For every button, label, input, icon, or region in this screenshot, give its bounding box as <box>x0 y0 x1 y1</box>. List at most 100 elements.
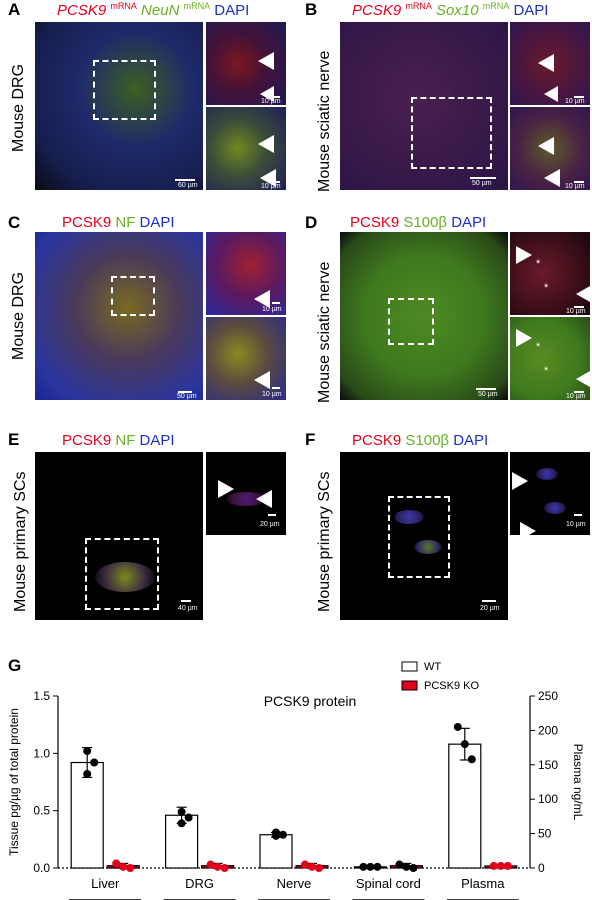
zoom-region-box <box>93 60 156 120</box>
scale-bar-label: 20 µm <box>260 521 280 528</box>
asterisk-marker: * <box>536 258 541 270</box>
data-point <box>453 722 462 731</box>
data-point <box>366 862 375 871</box>
scale-bar-label: 10 µm <box>565 183 585 190</box>
bar <box>448 743 482 869</box>
y-tick-label-right: 50 <box>538 827 552 841</box>
scale-bar <box>178 391 192 393</box>
panel-label-f: F <box>305 430 316 449</box>
scale-bar-label: 10 µm <box>566 308 586 315</box>
micrograph-e-inset: 20 µm <box>206 452 286 535</box>
scale-bar-label: 60 µm <box>178 182 198 189</box>
panel-d-tissue-label: Mouse sciatic nerve <box>316 261 333 403</box>
scale-bar-label: 10 µm <box>566 393 586 400</box>
micrograph-b-inset-2: 10 µm <box>510 107 590 190</box>
neun-probe-label: NeuN <box>141 2 180 19</box>
y-tick-label-left: 0.0 <box>33 861 50 875</box>
data-point <box>467 755 476 764</box>
y-tick-label-left: 0.5 <box>33 804 50 818</box>
pcsk9-probe-label: PCSK9 <box>352 2 402 19</box>
data-point <box>83 747 92 756</box>
y-tick-label-right: 100 <box>538 792 558 806</box>
panel-e-title: PCSK9 NF DAPI <box>62 432 175 449</box>
sox10-probe-label: Sox10 <box>436 2 479 19</box>
legend-swatch <box>401 680 418 691</box>
x-tick-label: Liver <box>91 876 120 891</box>
arrowhead-icon <box>576 371 590 387</box>
micrograph-b-main: 50 µm <box>340 22 508 190</box>
zoom-region-box <box>111 276 155 316</box>
zoom-region-box <box>85 538 159 610</box>
arrowhead-icon <box>520 522 536 535</box>
nf-stain-label: NF <box>115 214 136 231</box>
scale-bar-label: 50 µm <box>478 391 498 398</box>
scale-bar <box>272 387 280 389</box>
micrograph-d-main: 50 µm <box>340 232 508 400</box>
scale-bar-label: 10 µm <box>262 306 282 313</box>
scale-bar <box>272 302 280 304</box>
data-point <box>119 862 128 871</box>
data-point <box>395 860 404 869</box>
scale-bar <box>270 96 280 98</box>
nf-stain-label: NF <box>115 432 136 449</box>
dapi-label: DAPI <box>451 214 487 231</box>
asterisk-marker: * <box>544 282 549 294</box>
data-point <box>373 862 382 871</box>
arrowhead-icon <box>260 86 274 102</box>
scale-bar-label: 40 µm <box>178 605 198 612</box>
data-point <box>460 740 469 749</box>
panel-e-tissue-label: Mouse primary SCs <box>12 471 29 612</box>
mrna-superscript: mRNA <box>183 1 211 11</box>
scale-bar-label: 10 µm <box>261 183 281 190</box>
dapi-label: DAPI <box>139 432 175 449</box>
cell-body <box>394 510 424 524</box>
panel-label-e: E <box>8 430 20 449</box>
scale-bar <box>270 181 280 183</box>
scale-bar <box>476 388 496 390</box>
y-tick-label-right: 250 <box>538 689 558 703</box>
legend-label: WT <box>424 661 441 673</box>
arrowhead-icon <box>254 290 270 308</box>
dapi-label: DAPI <box>214 2 250 19</box>
data-point <box>496 861 505 870</box>
arrowhead-icon <box>258 52 274 70</box>
arrowhead-icon <box>544 169 560 187</box>
data-point <box>126 864 135 872</box>
scale-bar-label: 10 µm <box>262 391 282 398</box>
zoom-region-box <box>411 97 492 169</box>
arrowhead-icon <box>256 490 272 508</box>
data-point <box>206 860 215 869</box>
scale-bar-label: 10 µm <box>261 98 281 105</box>
panel-label-b: B <box>305 0 318 19</box>
micrograph-c-inset-2: 10 µm <box>206 317 286 400</box>
cell-body <box>95 562 155 592</box>
scale-bar-label: 10 µm <box>566 521 586 528</box>
data-point <box>83 769 92 778</box>
scale-bar <box>574 306 584 308</box>
panel-b-title: PCSK9 mRNA Sox10 mRNA DAPI <box>352 1 548 19</box>
y-axis-label-left: Tissue pg/µg of total protein <box>7 708 21 856</box>
pcsk9-stain-label: PCSK9 <box>352 432 402 449</box>
x-tick-label: Plasma <box>461 876 505 891</box>
data-point <box>489 861 498 870</box>
x-tick-label: Spinal cord <box>356 876 421 891</box>
scale-bar-label: 20 µm <box>480 605 500 612</box>
scale-bar-label: 50 µm <box>472 180 492 187</box>
panel-label-g: G <box>8 656 22 675</box>
scale-bar-label: 10 µm <box>565 98 585 105</box>
cell-body <box>544 502 566 514</box>
micrograph-a-main: 60 µm <box>35 22 203 190</box>
data-point <box>90 758 99 767</box>
arrowhead-icon <box>254 371 270 389</box>
y-axis-label-right: Plasma ng/mL <box>571 744 585 821</box>
scale-bar <box>574 514 582 516</box>
data-point <box>503 861 512 870</box>
s100b-stain-label: S100β <box>403 214 448 231</box>
scale-bar <box>482 600 496 602</box>
x-tick-label: Nerve <box>277 876 312 891</box>
scale-bar-label: 50 µm <box>177 393 197 400</box>
pcsk9-protein-bar-chart: 0.0 0.5 1.0 1.5 0 50 100 150 200 250 Tissue pg/µg … <box>7 661 585 900</box>
s100b-stain-label: S100β <box>405 432 450 449</box>
data-point <box>177 819 186 828</box>
asterisk-marker: * <box>544 365 549 377</box>
